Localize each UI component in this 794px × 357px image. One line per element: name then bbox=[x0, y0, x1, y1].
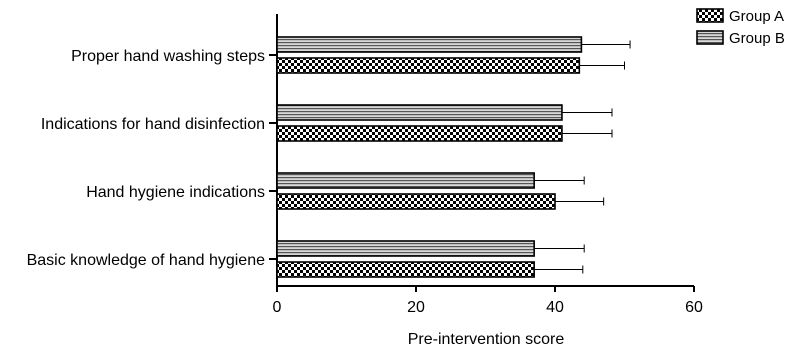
x-tick-label: 0 bbox=[273, 299, 282, 316]
category-label: Indications for hand disinfection bbox=[41, 116, 265, 133]
category-label: Hand hygiene indications bbox=[86, 184, 265, 201]
bar bbox=[276, 193, 556, 210]
bar bbox=[276, 240, 535, 257]
legend-swatch bbox=[696, 30, 724, 45]
x-tick-label: 60 bbox=[685, 299, 703, 316]
legend-swatch bbox=[696, 8, 724, 23]
legend-label: Group A bbox=[729, 8, 784, 25]
plot-area: 0 20 40 60 Proper hand washing steps Indicati… bbox=[27, 14, 703, 316]
bar bbox=[276, 36, 583, 53]
bar bbox=[276, 172, 535, 189]
legend: Group A Group B bbox=[696, 8, 785, 47]
bar bbox=[276, 57, 581, 74]
bar bbox=[276, 261, 535, 278]
legend-label: Group B bbox=[729, 30, 785, 47]
bar bbox=[276, 125, 563, 142]
x-tick-label: 20 bbox=[407, 299, 425, 316]
x-axis-label: Pre-intervention score bbox=[408, 331, 565, 348]
category-label: Basic knowledge of hand hygiene bbox=[27, 252, 265, 269]
bar bbox=[276, 104, 563, 121]
category-label: Proper hand washing steps bbox=[71, 48, 265, 65]
x-tick-label: 40 bbox=[546, 299, 564, 316]
